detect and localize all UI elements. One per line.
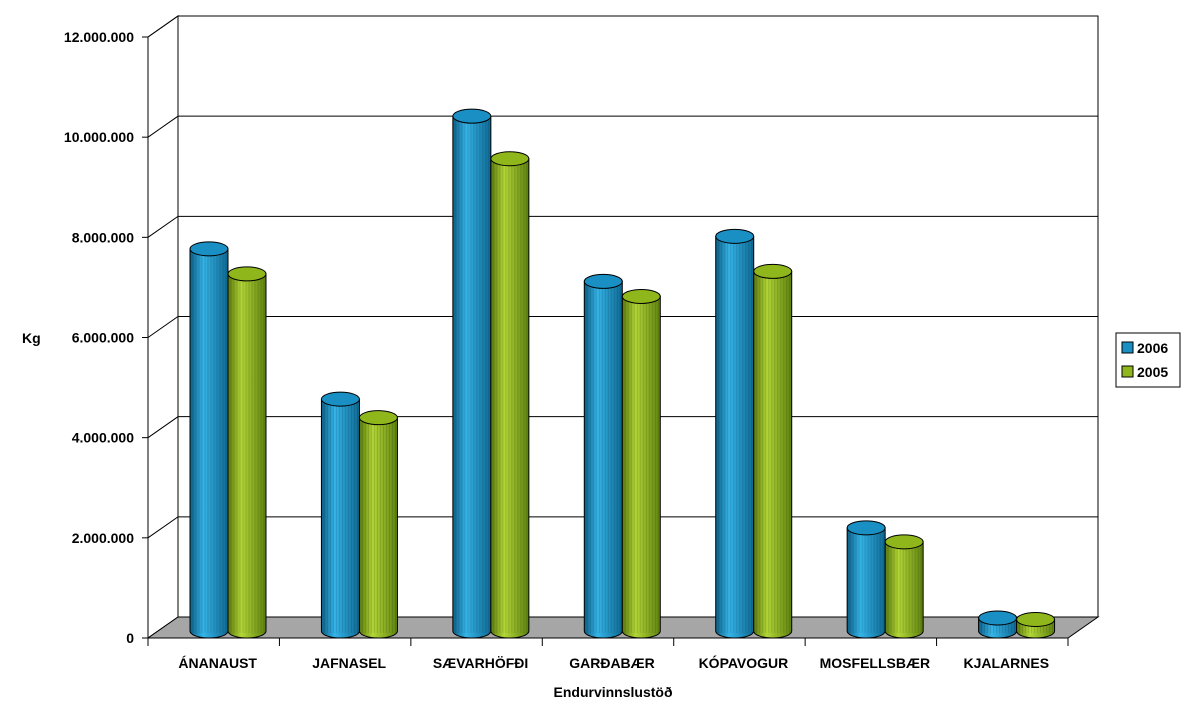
bar-top — [884, 534, 924, 550]
x-tick-label: KJALARNES — [963, 655, 1049, 671]
legend-swatch — [1121, 341, 1134, 354]
bar-top — [490, 151, 530, 167]
bar-2006-3 — [583, 273, 623, 639]
bar-body — [884, 541, 924, 639]
x-tick-label: KÓPAVOGUR — [699, 654, 789, 671]
x-tick-label: ÁNANAUST — [178, 655, 257, 671]
y-tick-label: 8.000.000 — [72, 229, 134, 245]
legend-swatch — [1121, 365, 1134, 378]
legend: 2006 2005 — [1115, 332, 1181, 388]
bar-2006-0 — [189, 241, 229, 639]
x-tick-label: MOSFELLSBÆR — [820, 655, 930, 671]
bar-top — [358, 410, 398, 426]
bar-2005-2 — [490, 151, 530, 639]
bar-top — [189, 241, 229, 257]
bar-body — [490, 158, 530, 639]
legend-label: 2005 — [1137, 364, 1168, 380]
x-tick-label: JAFNASEL — [312, 655, 386, 671]
bar-top — [978, 610, 1018, 626]
bar-top — [452, 108, 492, 124]
x-axis-title: Endurvinnslustöð — [554, 684, 673, 700]
bar-top — [227, 266, 267, 282]
bar-2005-4 — [753, 263, 793, 639]
bar-body — [358, 417, 398, 639]
gridline — [147, 215, 1098, 238]
y-tick-label: 0 — [126, 630, 134, 646]
bar-top — [715, 228, 755, 244]
bar-body — [621, 295, 661, 639]
bars — [189, 108, 1056, 639]
y-tick-label: 10.000.000 — [64, 129, 134, 145]
bar-top — [846, 520, 886, 536]
y-axis-title: Kg — [22, 330, 41, 346]
bar-2005-5 — [884, 534, 924, 639]
y-tick-label: 6.000.000 — [72, 330, 134, 346]
bar-2006-5 — [846, 520, 886, 639]
bar-top — [1016, 611, 1056, 627]
x-tick-label: SÆVARHÖFÐI — [433, 655, 528, 671]
bar-2005-6 — [1016, 611, 1056, 639]
bar-2006-4 — [715, 228, 755, 639]
legend-label: 2006 — [1137, 340, 1168, 356]
bar-2006-1 — [320, 391, 360, 639]
bar-body — [227, 273, 267, 639]
y-tick-label: 12.000.000 — [64, 29, 134, 45]
x-tick-label: GARÐABÆR — [569, 655, 655, 671]
bar-2005-3 — [621, 288, 661, 639]
bar-top — [320, 391, 360, 407]
bar-2006-2 — [452, 108, 492, 639]
y-tick-label: 4.000.000 — [72, 430, 134, 446]
gridline — [147, 115, 1098, 138]
gridline — [147, 15, 1098, 38]
y-tick-label: 2.000.000 — [72, 530, 134, 546]
bar-top — [583, 273, 623, 289]
bar-2006-6 — [978, 610, 1018, 639]
bar-top — [621, 288, 661, 304]
axis-labels: Kg Endurvinnslustöð — [22, 330, 673, 700]
bar-2005-1 — [358, 410, 398, 639]
axes: 0 2.000.000 4.000.000 6.000.000 8.000.000 10.… — [64, 29, 1069, 671]
bar-2005-0 — [227, 266, 267, 639]
bar-body — [753, 270, 793, 639]
bar-top — [753, 263, 793, 279]
